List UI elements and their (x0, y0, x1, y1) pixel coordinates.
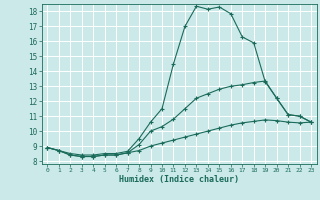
X-axis label: Humidex (Indice chaleur): Humidex (Indice chaleur) (119, 175, 239, 184)
